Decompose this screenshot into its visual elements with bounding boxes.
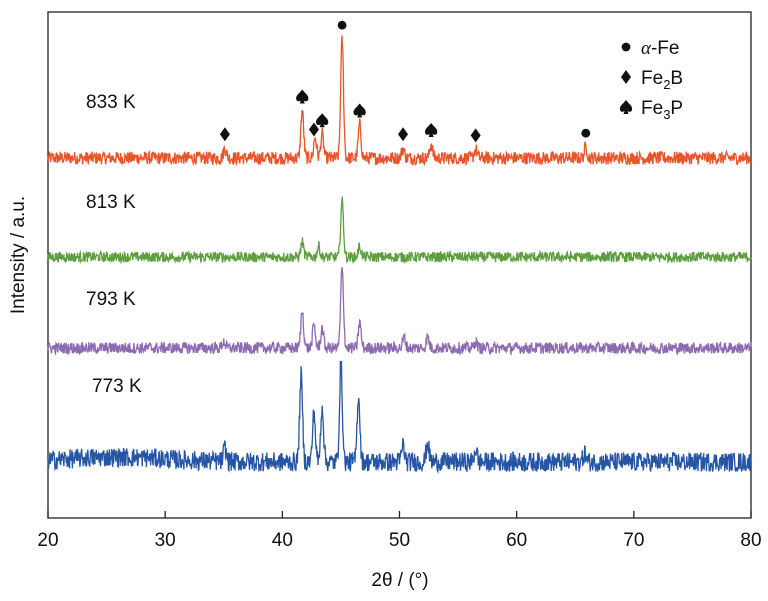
legend-entry: Fe2B xyxy=(641,68,683,92)
circle-marker xyxy=(337,20,347,30)
x-tick-label: 70 xyxy=(623,530,644,551)
circle-marker xyxy=(581,128,591,138)
legend-spade-icon xyxy=(619,100,633,114)
diamond-marker xyxy=(308,122,319,137)
legend: α-Fe Fe2B Fe3P xyxy=(619,38,683,122)
series-line-813k xyxy=(47,196,752,265)
spade-marker xyxy=(316,113,329,128)
diamond-marker xyxy=(470,128,481,143)
series-label: 773 K xyxy=(92,376,142,397)
series-label: 813 K xyxy=(86,192,136,213)
spade-marker xyxy=(296,89,309,104)
x-tick-label: 20 xyxy=(37,530,58,551)
legend-entry: Fe3P xyxy=(641,98,683,122)
spade-marker xyxy=(424,122,438,137)
legend-diamond-icon xyxy=(621,70,631,84)
series-label: 833 K xyxy=(86,92,136,113)
series-layer xyxy=(47,35,752,474)
x-tick-label: 40 xyxy=(272,530,293,551)
diamond-marker xyxy=(219,127,230,142)
y-axis-label: Intensity / a.u. xyxy=(8,196,29,314)
x-tick-label: 30 xyxy=(155,530,176,551)
series-label: 793 K xyxy=(86,289,136,310)
x-tick-label: 80 xyxy=(740,530,761,551)
diamond-marker xyxy=(398,127,409,142)
peak-markers xyxy=(219,20,591,143)
x-axis-label: 2θ / (°) xyxy=(371,570,428,591)
spade-marker xyxy=(353,103,366,118)
legend-entry: α-Fe xyxy=(641,38,679,59)
x-tick-label: 50 xyxy=(389,530,410,551)
series-labels: 833 K 813 K 793 K 773 K xyxy=(86,92,142,397)
series-line-773k xyxy=(47,360,752,474)
series-line-793k xyxy=(47,267,752,357)
x-axis-ticks: 20 30 40 50 60 70 80 xyxy=(37,511,762,551)
series-line-833k xyxy=(47,35,752,167)
x-tick-label: 60 xyxy=(506,530,527,551)
legend-circle-icon xyxy=(621,42,631,52)
